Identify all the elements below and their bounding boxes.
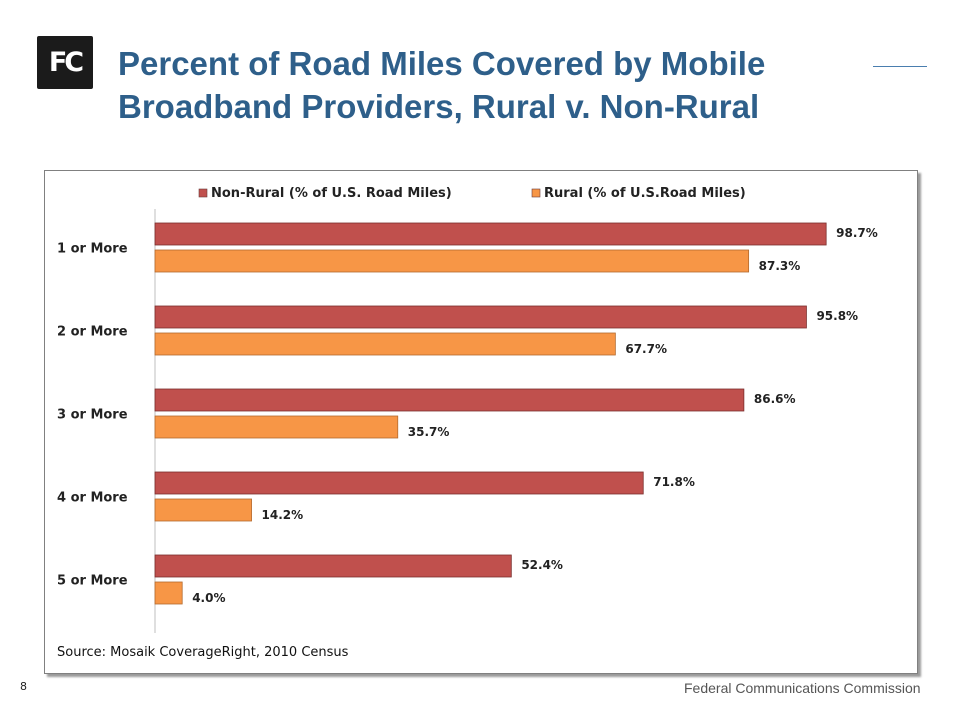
legend-label-1: Rural (% of U.S.Road Miles) [544,186,746,201]
bar-rural [154,249,750,273]
data-label-rural: 14.2% [262,508,304,522]
data-label-rural: 87.3% [759,259,801,273]
page-number: 8 [20,680,27,693]
legend-swatch-0 [198,188,208,198]
category-label: 4 or More [57,491,128,506]
category-label: 3 or More [57,408,128,423]
bar-chart: Non-Rural (% of U.S. Road Miles) Rural (%… [57,186,878,633]
bar-rural [154,332,616,356]
logo-text: FC [48,47,84,78]
bar-rural [154,581,183,605]
legend-swatch-1 [531,188,541,198]
data-label-rural: 4.0% [192,591,225,605]
legend-label-0: Non-Rural (% of U.S. Road Miles) [211,186,452,201]
data-label-non-rural: 86.6% [754,392,796,406]
category-label: 1 or More [57,242,128,257]
bar-non-rural [154,471,644,495]
data-label-rural: 67.7% [625,342,667,356]
category-label: 2 or More [57,325,128,340]
data-label-rural: 35.7% [408,425,450,439]
bar-non-rural [154,305,807,329]
bar-non-rural [154,388,745,412]
bar-rural [154,498,252,522]
fcc-logo-icon: FC [37,36,93,89]
source-note: Source: Mosaik CoverageRight, 2010 Censu… [57,645,349,660]
slide-title: Percent of Road Miles Covered by Mobile … [118,45,766,125]
bar-non-rural [154,222,827,246]
title-rule [873,66,927,67]
data-label-non-rural: 98.7% [836,226,878,240]
data-label-non-rural: 52.4% [521,558,563,572]
bar-rural [154,415,399,439]
data-label-non-rural: 95.8% [816,309,858,323]
data-label-non-rural: 71.8% [653,475,695,489]
chart-frame: Non-Rural (% of U.S. Road Miles) Rural (%… [44,170,918,674]
footer-org-name: Federal Communications Commission [684,680,921,696]
category-label: 5 or More [57,574,128,589]
bar-non-rural [154,554,512,578]
